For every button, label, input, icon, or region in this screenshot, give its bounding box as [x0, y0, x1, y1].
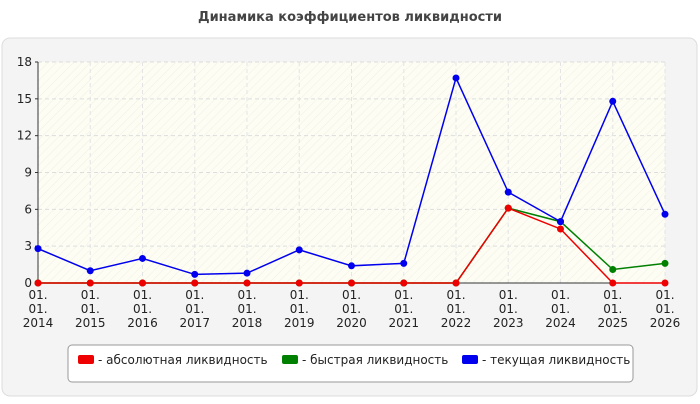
y-tick-label: 0: [24, 276, 32, 290]
legend: [67, 344, 634, 383]
x-tick-label: 01. 01. 2023: [493, 288, 524, 330]
legend-label: - текущая ликвидность: [482, 353, 630, 367]
point: [400, 279, 408, 287]
point: [191, 270, 199, 278]
point: [452, 279, 460, 287]
y-tick-label: 15: [17, 92, 32, 106]
point: [139, 279, 146, 287]
y-tick-label: 9: [24, 166, 32, 180]
x-tick-label: 01. 01. 2025: [597, 288, 628, 330]
point: [504, 204, 512, 212]
point: [348, 262, 355, 270]
y-tick-label: 6: [24, 202, 32, 216]
point: [139, 254, 146, 262]
legend-swatch: [78, 355, 94, 364]
x-tick-label: 01. 01. 2020: [336, 288, 367, 330]
point: [557, 218, 564, 226]
x-tick-label: 01. 01. 2019: [284, 288, 315, 330]
point: [609, 279, 617, 287]
point: [34, 279, 42, 287]
x-tick-label: 01. 01. 2024: [545, 288, 576, 330]
point: [400, 259, 408, 267]
y-tick-label: 12: [17, 129, 32, 143]
point: [34, 245, 42, 253]
point: [557, 225, 564, 233]
legend-label: - быстрая ликвидность: [302, 353, 448, 367]
y-tick-label: 18: [17, 55, 32, 69]
x-tick-label: 01. 01. 2014: [23, 288, 54, 330]
x-tick-label: 01. 01. 2015: [75, 288, 106, 330]
point: [661, 279, 669, 287]
x-tick-label: 01. 01. 2022: [441, 288, 472, 330]
x-tick-label: 01. 01. 2026: [650, 288, 681, 330]
point: [191, 279, 199, 287]
point: [609, 265, 617, 273]
chart-title: Динамика коэффициентов ликвидности: [198, 10, 502, 25]
point: [661, 259, 669, 267]
x-tick-label: 01. 01. 2017: [179, 288, 210, 330]
legend-label: - абсолютная ликвидность: [98, 353, 268, 367]
point: [452, 74, 460, 82]
y-tick-label: 3: [24, 239, 32, 253]
x-tick-label: 01. 01. 2021: [388, 288, 419, 330]
legend-swatch: [282, 355, 298, 364]
point: [243, 269, 251, 277]
point: [86, 267, 94, 275]
point: [348, 279, 355, 287]
point: [243, 279, 251, 287]
point: [295, 246, 303, 254]
x-tick-label: 01. 01. 2018: [232, 288, 263, 330]
legend-swatch: [462, 355, 478, 364]
point: [609, 97, 617, 105]
point: [504, 188, 512, 196]
point: [295, 279, 303, 287]
point: [661, 210, 669, 218]
point: [86, 279, 94, 287]
x-tick-label: 01. 01. 2016: [127, 288, 158, 330]
